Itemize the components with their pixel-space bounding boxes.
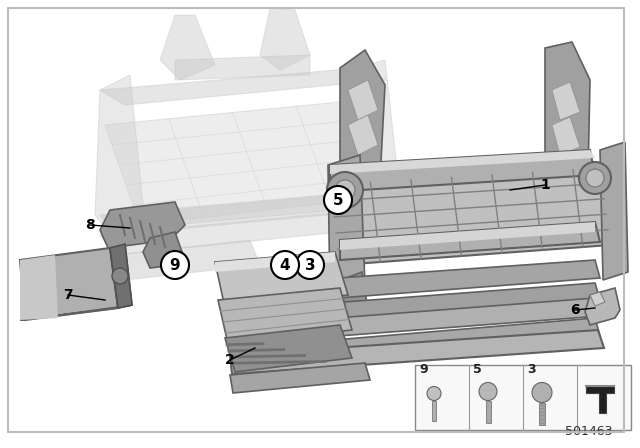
- Circle shape: [271, 251, 299, 279]
- Polygon shape: [20, 305, 132, 320]
- Polygon shape: [350, 60, 400, 205]
- Polygon shape: [328, 155, 365, 298]
- Circle shape: [427, 387, 441, 401]
- Polygon shape: [310, 298, 600, 338]
- Text: 5: 5: [473, 363, 482, 376]
- Polygon shape: [110, 244, 132, 308]
- Polygon shape: [20, 248, 118, 320]
- Polygon shape: [100, 202, 185, 248]
- Bar: [539, 402, 545, 425]
- Polygon shape: [586, 385, 614, 413]
- Text: 5: 5: [333, 193, 343, 207]
- Polygon shape: [590, 292, 605, 306]
- Polygon shape: [330, 150, 595, 192]
- Polygon shape: [230, 363, 370, 393]
- Circle shape: [324, 186, 352, 214]
- Polygon shape: [110, 244, 132, 308]
- Polygon shape: [100, 192, 380, 235]
- Polygon shape: [330, 150, 595, 174]
- Text: 3: 3: [527, 363, 536, 376]
- Polygon shape: [160, 15, 215, 80]
- Text: 3: 3: [305, 258, 316, 272]
- Polygon shape: [600, 142, 628, 280]
- Polygon shape: [215, 252, 335, 272]
- Polygon shape: [305, 283, 600, 323]
- Polygon shape: [552, 117, 580, 155]
- Polygon shape: [340, 222, 600, 260]
- Text: 9: 9: [419, 363, 428, 376]
- Polygon shape: [100, 68, 385, 105]
- Polygon shape: [230, 330, 604, 374]
- Bar: [486, 401, 491, 422]
- Polygon shape: [100, 210, 380, 255]
- Circle shape: [327, 172, 363, 208]
- Circle shape: [586, 169, 604, 187]
- Polygon shape: [215, 252, 348, 308]
- Polygon shape: [115, 240, 260, 280]
- Polygon shape: [348, 80, 378, 120]
- Text: 4: 4: [280, 258, 291, 272]
- Polygon shape: [218, 288, 352, 344]
- Text: 9: 9: [170, 258, 180, 272]
- Polygon shape: [348, 115, 378, 155]
- Text: 7: 7: [63, 288, 73, 302]
- Polygon shape: [115, 192, 395, 228]
- Polygon shape: [20, 255, 58, 320]
- Polygon shape: [328, 272, 368, 325]
- Polygon shape: [340, 222, 595, 250]
- Text: 2: 2: [225, 353, 235, 367]
- Bar: [432, 401, 436, 421]
- Bar: [415, 365, 631, 430]
- Polygon shape: [105, 100, 395, 225]
- Polygon shape: [330, 168, 610, 265]
- Polygon shape: [545, 42, 590, 185]
- Circle shape: [479, 383, 497, 401]
- Circle shape: [112, 268, 128, 284]
- Text: 1: 1: [540, 178, 550, 192]
- Polygon shape: [175, 55, 310, 80]
- Polygon shape: [143, 232, 182, 268]
- Circle shape: [532, 383, 552, 402]
- Polygon shape: [260, 8, 310, 70]
- Polygon shape: [585, 288, 620, 325]
- Polygon shape: [340, 50, 385, 195]
- Polygon shape: [95, 75, 145, 240]
- Polygon shape: [552, 82, 580, 120]
- Circle shape: [161, 251, 189, 279]
- Circle shape: [579, 162, 611, 194]
- Text: 8: 8: [85, 218, 95, 232]
- Polygon shape: [225, 325, 352, 372]
- Circle shape: [296, 251, 324, 279]
- Text: 6: 6: [570, 303, 580, 317]
- Text: 501463: 501463: [564, 425, 612, 438]
- Polygon shape: [310, 318, 600, 360]
- Polygon shape: [310, 260, 600, 300]
- Circle shape: [335, 180, 355, 200]
